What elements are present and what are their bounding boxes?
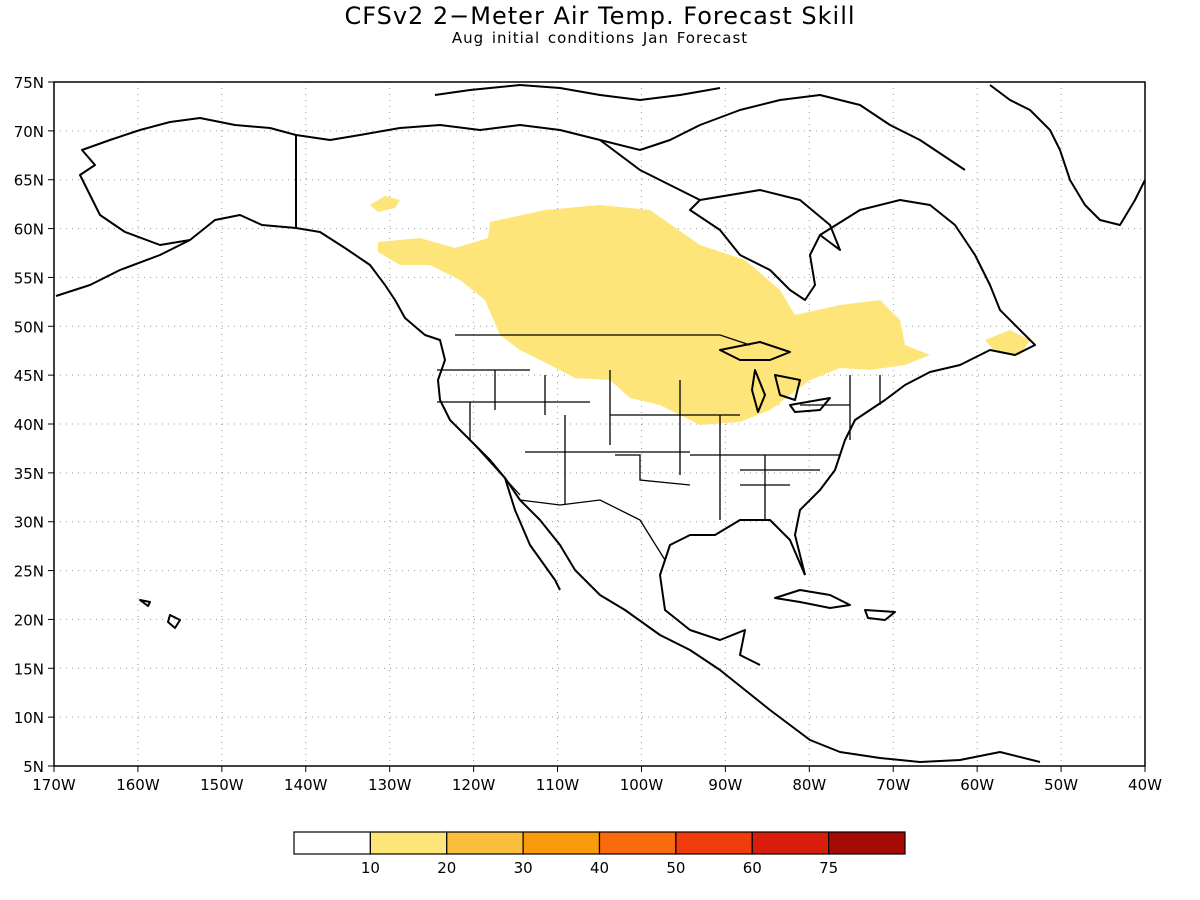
colorbar-swatch	[675, 831, 753, 855]
lat-label: 55N	[14, 269, 44, 287]
colorbar-label: 50	[666, 859, 685, 877]
lon-label: 170W	[32, 776, 76, 794]
gridlines	[54, 82, 1145, 766]
lat-label: 40N	[14, 416, 44, 434]
lon-label: 80W	[792, 776, 826, 794]
lon-label: 150W	[200, 776, 244, 794]
political-boundaries	[295, 135, 881, 561]
colorbar-label: 40	[590, 859, 609, 877]
lat-label: 30N	[14, 514, 44, 532]
lon-label: 140W	[284, 776, 328, 794]
colorbar-swatch	[369, 831, 448, 855]
map-frame	[53, 81, 1146, 767]
lon-label: 120W	[452, 776, 496, 794]
lat-label: 75N	[14, 74, 44, 92]
lat-label: 45N	[14, 367, 44, 385]
colorbar-label: 10	[361, 859, 380, 877]
colorbar-swatch	[598, 831, 677, 855]
lat-label: 35N	[14, 465, 44, 483]
lat-label: 10N	[14, 709, 44, 727]
colorbar-label: 60	[743, 859, 762, 877]
lat-label: 20N	[14, 611, 44, 629]
lat-label: 65N	[14, 172, 44, 190]
colorbar-swatch	[751, 831, 830, 855]
map-subtitle: Aug initial conditions Jan Forecast	[451, 29, 749, 47]
lon-label: 160W	[116, 776, 160, 794]
colorbar-label: 75	[819, 859, 838, 877]
lon-label: 40W	[1128, 776, 1162, 794]
latitude-labels: 75N 70N 65N 60N 55N 50N 45N 40N 35N 30N 25N 20N 15N 1…	[14, 74, 54, 776]
longitude-labels: 170W 160W 150W 140W 130W 120W 110W 100W 90W 80W 70…	[32, 766, 1162, 794]
colorbar: 10 20 30 40 50 60 75	[293, 831, 906, 877]
colorbar-swatch	[293, 831, 371, 855]
lat-label: 50N	[14, 318, 44, 336]
lat-label: 60N	[14, 221, 44, 239]
lon-label: 90W	[708, 776, 742, 794]
lat-label: 70N	[14, 123, 44, 141]
colorbar-label: 20	[437, 859, 456, 877]
lon-label: 60W	[960, 776, 994, 794]
colorbar-label: 30	[514, 859, 533, 877]
lat-label: 15N	[14, 660, 44, 678]
colorbar-swatch	[522, 831, 601, 855]
lon-label: 70W	[876, 776, 910, 794]
lon-label: 100W	[620, 776, 664, 794]
colorbar-swatch	[446, 831, 524, 855]
skill-shaded-region	[370, 196, 1030, 425]
colorbar-swatch	[828, 831, 906, 855]
lon-label: 130W	[368, 776, 412, 794]
lon-label: 50W	[1044, 776, 1078, 794]
lon-label: 110W	[536, 776, 580, 794]
lat-label: 25N	[14, 563, 44, 581]
map-title: CFSv2 2−Meter Air Temp. Forecast Skill	[344, 2, 856, 30]
lat-label: 5N	[23, 758, 44, 776]
